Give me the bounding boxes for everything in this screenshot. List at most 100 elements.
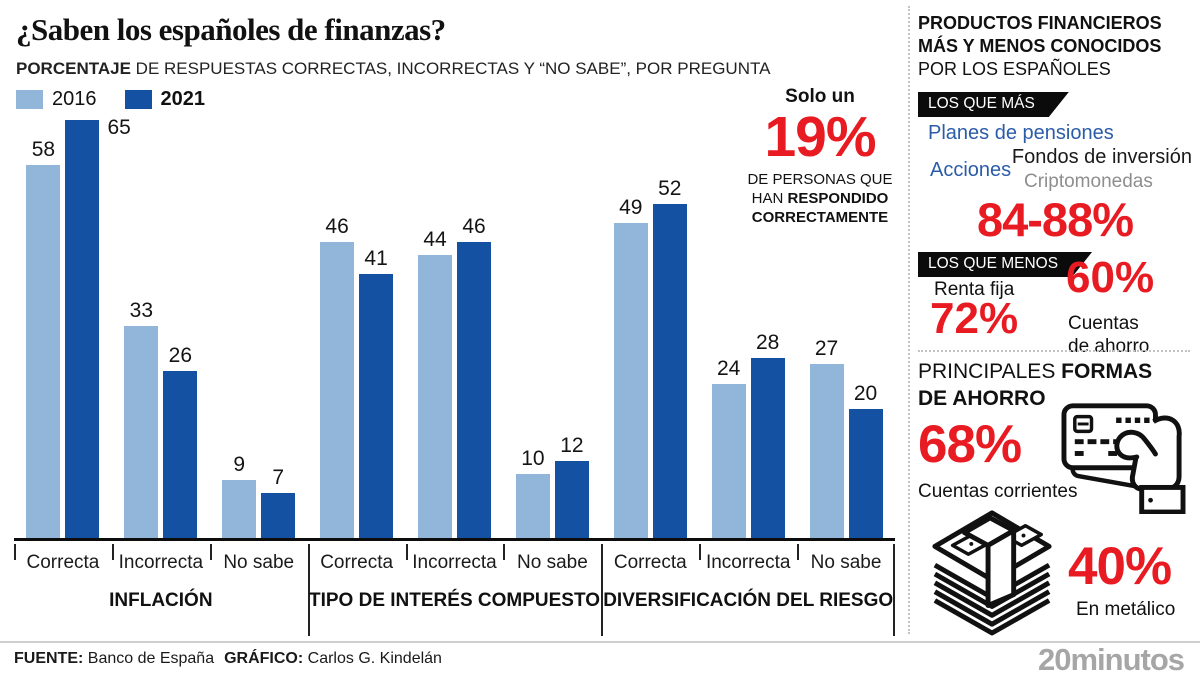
category-label-tipo-de-interés-compuesto-incorrecta: Incorrecta	[412, 552, 497, 573]
bar-value-2021-inflación-incorrecta: 26	[168, 343, 193, 367]
bar-value-2016-diversificación-del-riesgo-correcta: 49	[619, 195, 643, 219]
subtitle-lead: PORCENTAJE	[16, 59, 131, 78]
bar-value-2016-tipo-de-interés-compuesto-incorrecta: 44	[423, 228, 447, 252]
brand-logo: 20minutos	[1037, 642, 1185, 677]
sidebar-title: PRODUCTOS FINANCIEROS MÁS Y MENOS CONOCI…	[918, 12, 1162, 81]
bar-value-2016-inflación-incorrecta: 33	[129, 298, 154, 322]
least-item-renta-fija-value: 72%	[930, 294, 1019, 343]
bar-value-2021-tipo-de-interés-compuesto-correcta: 41	[364, 247, 388, 271]
chart-cell-inflación-correcta: 58 65	[14, 116, 131, 538]
bar-2021-inflación-no-sabe: 7	[261, 466, 296, 538]
bar-2021-diversificación-del-riesgo-no-sabe: 20	[848, 382, 883, 538]
sidebar-title-line2: MÁS Y MENOS CONOCIDOS	[918, 36, 1162, 56]
bar-value-2016-tipo-de-interés-compuesto-no-sabe: 10	[521, 446, 545, 470]
chart-cell-diversificación-del-riesgo-no-sabe: 27 20	[797, 120, 895, 538]
cuentas-ahorro-line2: de ahorro	[1068, 336, 1150, 357]
bar-2021-inflación-incorrecta: 26	[163, 344, 198, 538]
chart-cell-inflación-incorrecta: 33 26	[112, 120, 210, 538]
savings-title-line1: PRINCIPALES FORMAS	[918, 358, 1152, 385]
category-label-diversificación-del-riesgo-no-sabe: No sabe	[810, 552, 882, 573]
group-label-tipo-de-interés-compuesto: TIPO DE INTERÉS COMPUESTO	[308, 590, 601, 611]
badge-los-que-mas: LOS QUE MÁS	[918, 92, 1069, 117]
annotation-line2-bold: RESPONDIDO	[787, 190, 889, 207]
bar-value-2021-tipo-de-interés-compuesto-incorrecta: 46	[462, 215, 486, 239]
annotation-caption: DE PERSONAS QUE HAN RESPONDIDO CORRECTAM…	[728, 170, 912, 227]
savings-item-cuentas-corrientes-value: 68%	[918, 415, 1022, 474]
sidebar: PRODUCTOS FINANCIEROS MÁS Y MENOS CONOCI…	[918, 0, 1192, 640]
product-fondos-de-inversion: Fondos de inversión	[1011, 146, 1192, 168]
bar-2016-tipo-de-interés-compuesto-incorrecta: 44	[418, 228, 452, 538]
product-acciones: Acciones	[930, 159, 1012, 181]
category-label-tipo-de-interés-compuesto-correcta: Correcta	[320, 552, 394, 573]
least-item-cuentas-ahorro-value: 60%	[1066, 253, 1155, 302]
category-label-inflación-no-sabe: No sabe	[223, 552, 295, 573]
bar-value-2016-diversificación-del-riesgo-incorrecta: 24	[716, 356, 741, 380]
category-label-inflación-incorrecta: Incorrecta	[118, 552, 204, 573]
annotation-value: 19%	[764, 105, 876, 169]
badge-los-que-menos: LOS QUE MENOS	[918, 252, 1092, 277]
legend-item-2021: 2021	[124, 88, 206, 111]
chart-legend: 2016 2021	[16, 88, 223, 111]
group-label-diversificación-del-riesgo: DIVERSIFICACIÓN DEL RIESGO	[603, 590, 894, 611]
bar-value-2016-inflación-correcta: 58	[31, 138, 56, 162]
money-stack-icon	[922, 506, 1062, 641]
category-label-inflación-correcta: Correcta	[26, 552, 100, 573]
annotation-line2: HAN RESPONDIDO	[728, 189, 912, 208]
highlight-annotation: Solo un 19% DE PERSONAS QUE HAN RESPONDI…	[728, 86, 912, 227]
product-planes-de-pensiones: Planes de pensiones	[928, 122, 1114, 144]
cuentas-ahorro-line1: Cuentas	[1068, 313, 1139, 334]
bar-value-2021-diversificación-del-riesgo-incorrecta: 28	[755, 330, 780, 354]
bar-2016-inflación-no-sabe: 9	[222, 453, 257, 538]
bar-2021-tipo-de-interés-compuesto-no-sabe: 12	[554, 434, 589, 538]
page-title: ¿Saben los españoles de finanzas?	[16, 12, 446, 47]
source-value: Banco de España	[83, 650, 215, 667]
chart-cell-diversificación-del-riesgo-correcta: 49 52	[601, 120, 699, 538]
annotation-lead: Solo un	[785, 86, 855, 107]
legend-swatch-2016	[16, 90, 43, 109]
category-label-diversificación-del-riesgo-incorrecta: Incorrecta	[705, 552, 791, 573]
chart-cell-tipo-de-interés-compuesto-incorrecta: 44 46	[406, 120, 504, 538]
savings-item-metalico-label: En metálico	[1076, 599, 1176, 620]
group-axis-labels: INFLACIÓN TIPO DE INTERÉS COMPUESTO DIVERS…	[14, 590, 895, 612]
bar-2021-diversificación-del-riesgo-incorrecta: 28	[750, 331, 785, 538]
bar-2021-tipo-de-interés-compuesto-correcta: 41	[359, 247, 394, 538]
credit-card-hand-icon	[1058, 392, 1188, 519]
chart-cell-tipo-de-interés-compuesto-no-sabe: 10 12	[503, 120, 601, 538]
annotation-line3: CORRECTAMENTE	[728, 208, 912, 227]
bar-value-2021-diversificación-del-riesgo-correcta: 52	[658, 176, 682, 200]
sidebar-title-line1: PRODUCTOS FINANCIEROS	[918, 13, 1162, 33]
bar-2021-inflación-correcta: 65	[65, 116, 131, 538]
chart-cell-diversificación-del-riesgo-incorrecta: 24 28	[699, 120, 797, 538]
least-item-renta-fija-label: Renta fija	[934, 279, 1015, 300]
category-axis-labels: Correcta Incorrecta No sabe Correcta Incorre…	[14, 552, 895, 574]
footer-divider	[0, 641, 1200, 643]
credit-value: Carlos G. Kindelán	[303, 650, 442, 667]
legend-item-2016: 2016	[16, 88, 97, 111]
bar-value-2021-inflación-correcta: 65	[107, 116, 131, 139]
bar-2016-inflación-correcta: 58	[26, 138, 61, 538]
category-label-diversificación-del-riesgo-correcta: Correcta	[613, 552, 687, 573]
source-credit: FUENTE: Banco de España GRÁFICO: Carlos G…	[14, 650, 442, 668]
savings-title-line2: DE AHORRO	[918, 387, 1046, 410]
bar-2021-tipo-de-interés-compuesto-incorrecta: 46	[457, 215, 491, 538]
bar-2016-diversificación-del-riesgo-incorrecta: 24	[711, 357, 746, 538]
bar-2016-diversificación-del-riesgo-correcta: 49	[613, 196, 648, 538]
bar-chart-plot: 58 65 33 26 9 7 46 41 44 46 10 12 49 52 24 28 27 20	[14, 116, 895, 541]
annotation-line3-bold: CORRECTAMENTE	[751, 209, 889, 226]
legend-swatch-2021	[124, 90, 152, 109]
group-label-inflación: INFLACIÓN	[109, 590, 213, 611]
sidebar-title-line3: POR LOS ESPAÑOLES	[918, 59, 1111, 79]
chart-cell-tipo-de-interés-compuesto-correcta: 46 41	[308, 120, 406, 538]
source-label: FUENTE:	[14, 650, 84, 667]
annotation-line2-regular: HAN	[751, 190, 788, 207]
bar-value-2016-diversificación-del-riesgo-no-sabe: 27	[814, 337, 839, 361]
savings-section-title: PRINCIPALES FORMAS DE AHORRO	[918, 358, 1152, 412]
bar-value-2016-inflación-no-sabe: 9	[233, 453, 246, 477]
bar-2016-tipo-de-interés-compuesto-no-sabe: 10	[515, 447, 550, 538]
legend-label-2021: 2021	[160, 88, 206, 110]
horizontal-dotted-divider	[918, 350, 1190, 352]
savings-item-cuentas-corrientes-label: Cuentas corrientes	[918, 481, 1078, 502]
savings-title-regular: PRINCIPALES	[918, 360, 1062, 383]
most-known-value: 84-88%	[977, 193, 1134, 246]
